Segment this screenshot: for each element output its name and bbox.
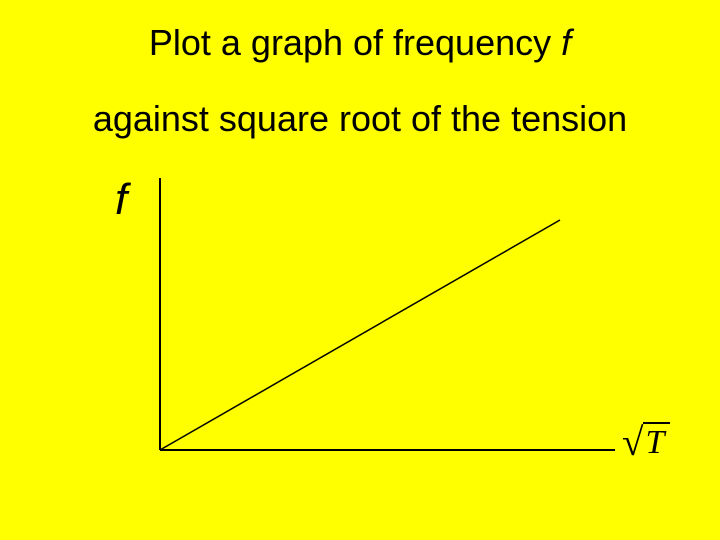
radicand: T <box>643 422 670 461</box>
slide: Plot a graph of frequency f against squa… <box>0 0 720 540</box>
trend-line <box>160 220 560 450</box>
x-axis-label: √T <box>622 420 670 465</box>
chart-svg <box>0 0 720 540</box>
sqrt-symbol: √T <box>622 420 670 465</box>
y-axis-label: f <box>115 175 127 225</box>
radical-sign: √ <box>622 421 643 464</box>
